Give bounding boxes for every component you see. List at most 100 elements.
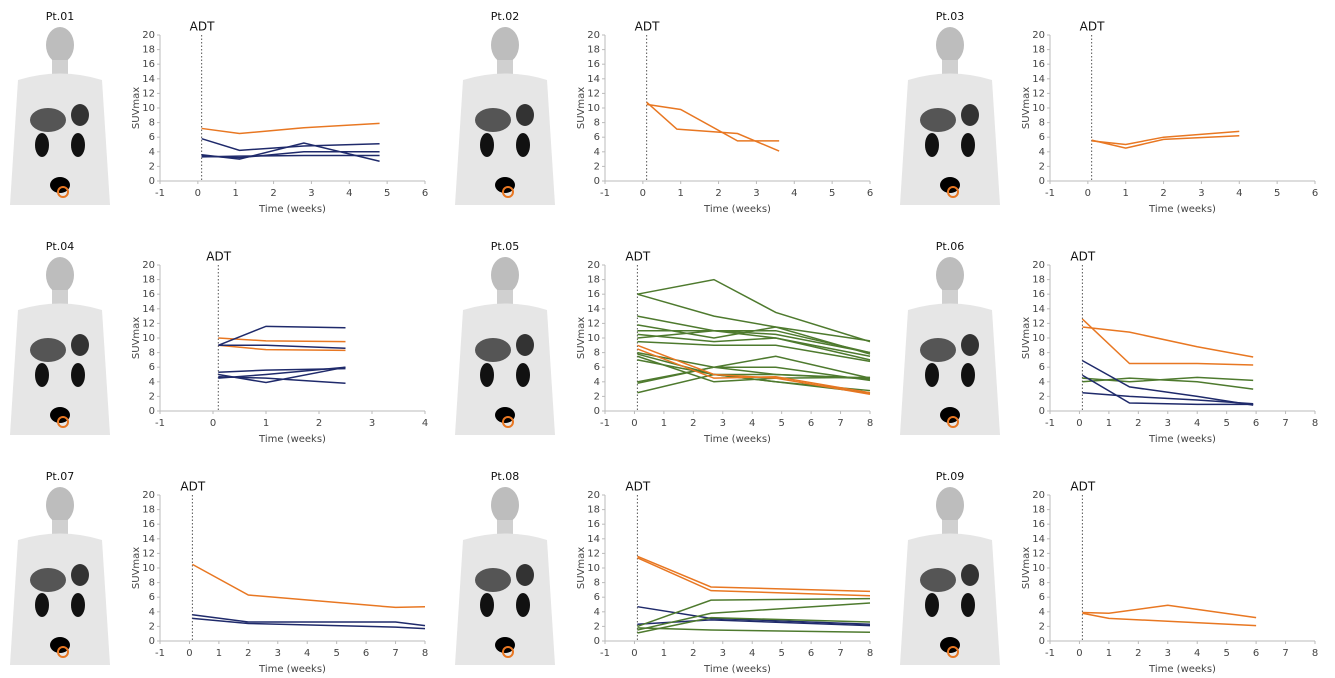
- series-line: [637, 333, 871, 357]
- y-tick-label: 12: [142, 318, 155, 329]
- x-tick-label: 1: [1106, 418, 1112, 429]
- series-line: [637, 344, 871, 395]
- x-tick-label: 8: [1312, 648, 1318, 659]
- x-tick-label: 2: [245, 648, 251, 659]
- x-tick-label: -1: [600, 418, 610, 429]
- x-tick-label: 4: [749, 418, 755, 429]
- y-tick-label: 0: [1039, 406, 1045, 417]
- x-tick-label: 3: [369, 418, 375, 429]
- x-tick-label: 3: [1198, 188, 1204, 199]
- y-tick-label: 8: [594, 578, 600, 589]
- y-tick-label: 2: [1039, 161, 1045, 172]
- liver: [475, 338, 511, 362]
- panel-title: Pt.03: [936, 10, 964, 23]
- adt-label: ADT: [206, 250, 231, 264]
- y-tick-label: 4: [594, 377, 600, 388]
- x-tick-label: 8: [1312, 418, 1318, 429]
- x-tick-label: 0: [210, 418, 216, 429]
- series-line: [637, 557, 871, 597]
- y-tick-label: 16: [587, 289, 600, 300]
- x-tick-label: -1: [600, 648, 610, 659]
- liver: [30, 108, 66, 132]
- y-axis-label: SUVmax: [576, 87, 587, 129]
- y-tick-label: 4: [594, 607, 600, 618]
- y-tick-label: 16: [142, 289, 155, 300]
- head: [491, 257, 519, 293]
- x-axis-label: Time (weeks): [258, 434, 326, 445]
- y-axis-label: SUVmax: [1021, 547, 1032, 589]
- x-tick-label: 0: [1076, 648, 1082, 659]
- bladder: [940, 177, 960, 193]
- series-line: [637, 366, 871, 384]
- x-axis-label: Time (weeks): [703, 664, 771, 675]
- y-tick-label: 4: [149, 607, 155, 618]
- x-tick-label: 2: [316, 418, 322, 429]
- x-tick-label: 5: [1223, 418, 1229, 429]
- x-tick-label: 6: [867, 188, 873, 199]
- x-tick-label: 4: [791, 188, 797, 199]
- x-tick-label: 1: [1123, 188, 1129, 199]
- x-tick-label: 1: [678, 188, 684, 199]
- kidney-r: [961, 363, 975, 387]
- series-line: [1082, 604, 1257, 619]
- neck: [52, 290, 68, 304]
- bladder: [50, 407, 70, 423]
- series-line: [637, 619, 871, 627]
- y-tick-label: 18: [1032, 275, 1045, 286]
- neck: [52, 60, 68, 74]
- y-tick-label: 12: [587, 88, 600, 99]
- y-tick-label: 6: [1039, 592, 1045, 603]
- y-tick-label: 14: [142, 74, 155, 85]
- y-tick-label: 16: [1032, 289, 1045, 300]
- spleen: [961, 104, 979, 126]
- y-tick-label: 6: [1039, 362, 1045, 373]
- y-tick-label: 14: [587, 534, 600, 545]
- neck: [497, 60, 513, 74]
- x-tick-label: 4: [346, 188, 352, 199]
- x-tick-label: 2: [270, 188, 276, 199]
- liver: [30, 568, 66, 592]
- y-tick-label: 2: [1039, 621, 1045, 632]
- y-tick-label: 18: [142, 505, 155, 516]
- x-axis-label: Time (weeks): [1148, 204, 1216, 215]
- y-tick-label: 12: [1032, 318, 1045, 329]
- bladder: [495, 407, 515, 423]
- x-tick-label: 7: [837, 418, 843, 429]
- y-tick-label: 10: [587, 333, 600, 344]
- series-line: [1082, 612, 1257, 627]
- y-tick-label: 2: [594, 161, 600, 172]
- bladder: [50, 637, 70, 653]
- x-tick-label: 1: [1106, 648, 1112, 659]
- kidney-r: [71, 363, 85, 387]
- x-tick-label: 3: [1165, 648, 1171, 659]
- y-tick-label: 12: [587, 318, 600, 329]
- series-line: [637, 329, 871, 354]
- y-tick-label: 2: [1039, 391, 1045, 402]
- y-axis-label: SUVmax: [1021, 317, 1032, 359]
- head: [46, 27, 74, 63]
- series-line: [192, 613, 426, 627]
- x-tick-label: 2: [1135, 648, 1141, 659]
- bladder: [495, 177, 515, 193]
- y-tick-label: 18: [1032, 45, 1045, 56]
- series-line: [218, 337, 346, 343]
- x-tick-label: 1: [263, 418, 269, 429]
- y-tick-label: 8: [1039, 578, 1045, 589]
- series-line: [1091, 130, 1240, 146]
- x-tick-label: 8: [867, 418, 873, 429]
- x-tick-label: 7: [392, 648, 398, 659]
- x-tick-label: 1: [661, 648, 667, 659]
- y-tick-label: 12: [142, 548, 155, 559]
- series-line: [637, 627, 871, 633]
- y-tick-label: 16: [1032, 59, 1045, 70]
- y-tick-label: 8: [594, 118, 600, 129]
- series-line: [1082, 374, 1254, 406]
- y-tick-label: 20: [1032, 30, 1045, 41]
- y-tick-label: 0: [149, 636, 155, 647]
- x-tick-label: 1: [216, 648, 222, 659]
- x-axis-label: Time (weeks): [1148, 434, 1216, 445]
